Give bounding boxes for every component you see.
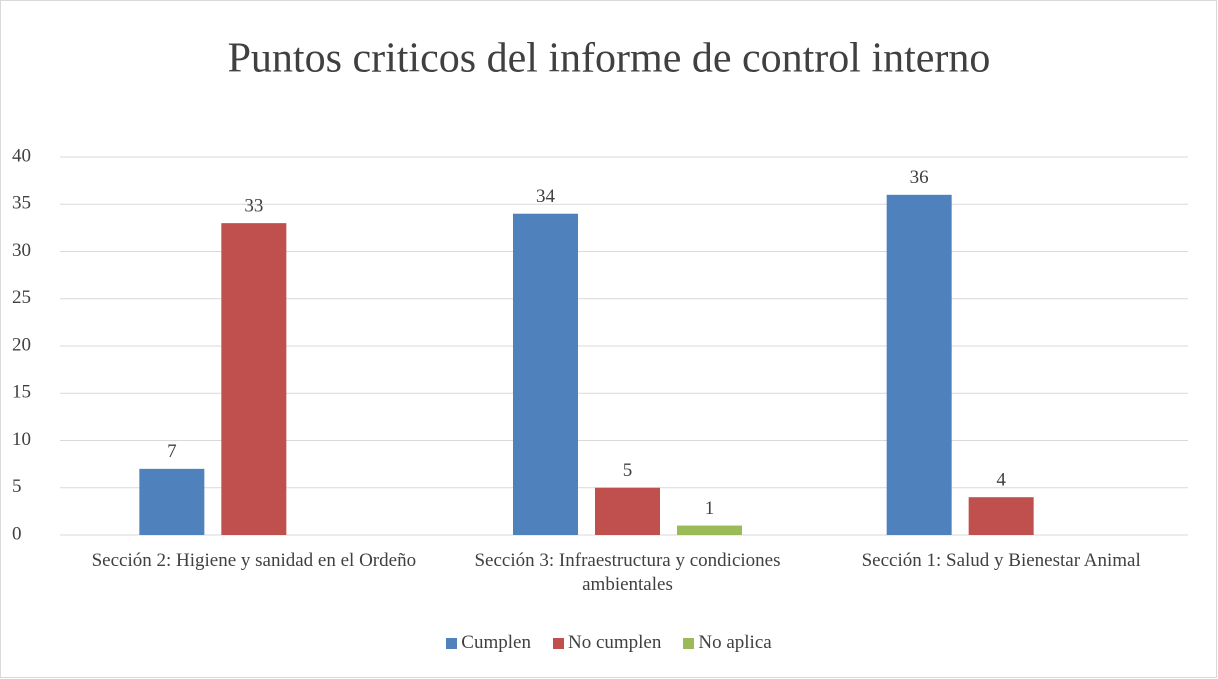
bar bbox=[968, 497, 1034, 535]
data-label: 36 bbox=[910, 167, 929, 188]
data-label: 7 bbox=[167, 441, 177, 462]
y-tick-label: 40 bbox=[12, 145, 31, 166]
x-tick-label: Sección 3: Infraestructura y condiciones… bbox=[474, 550, 781, 595]
legend-item: No cumplen bbox=[552, 632, 662, 654]
data-label: 1 bbox=[705, 498, 715, 519]
legend-label: Cumplen bbox=[461, 632, 531, 653]
legend-item: Cumplen bbox=[446, 632, 531, 654]
y-tick-label: 30 bbox=[12, 240, 31, 261]
x-tick-label: Sección 2: Higiene y sanidad en el Ordeñ… bbox=[91, 550, 417, 571]
bar bbox=[513, 213, 578, 535]
x-tick-label: Sección 1: Salud y Bienestar Animal bbox=[861, 550, 1141, 571]
bar bbox=[595, 487, 660, 535]
y-tick-label: 0 bbox=[12, 523, 22, 544]
bar bbox=[886, 194, 952, 536]
legend-item: No aplica bbox=[683, 632, 772, 654]
legend-label: No cumplen bbox=[567, 632, 662, 653]
legend-swatch bbox=[446, 637, 458, 649]
y-tick-label: 5 bbox=[12, 476, 22, 497]
y-tick-label: 15 bbox=[12, 382, 31, 403]
legend-label: No aplica bbox=[698, 632, 772, 653]
chart-title: Puntos criticos del informe de control i… bbox=[228, 36, 991, 82]
data-label: 5 bbox=[623, 460, 633, 481]
data-label: 33 bbox=[244, 196, 263, 217]
data-label: 34 bbox=[536, 186, 556, 207]
y-tick-label: 20 bbox=[12, 334, 31, 355]
data-label: 4 bbox=[996, 470, 1006, 491]
legend: Cumplen No cumplen No aplica bbox=[0, 632, 1218, 654]
legend-swatch bbox=[552, 637, 564, 649]
bar bbox=[677, 525, 742, 535]
legend-swatch bbox=[683, 637, 695, 649]
bar bbox=[139, 468, 205, 535]
y-tick-label: 10 bbox=[12, 429, 31, 450]
y-tick-label: 35 bbox=[12, 193, 31, 214]
bar bbox=[221, 223, 287, 535]
y-tick-label: 25 bbox=[12, 287, 31, 308]
